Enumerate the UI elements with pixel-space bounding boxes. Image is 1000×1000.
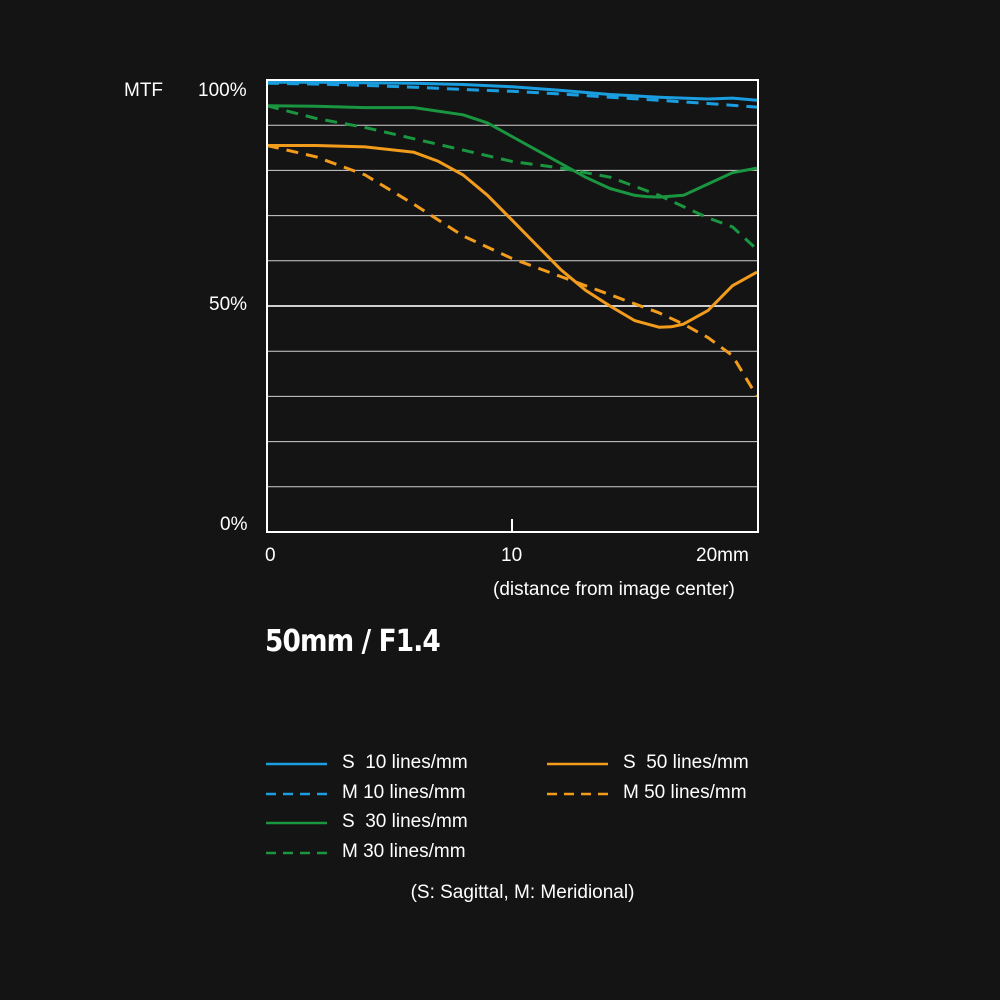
legend-item-m50: M 50 lines/mm	[547, 782, 777, 812]
series-line-3	[266, 104, 759, 251]
legend-column-left: S 10 lines/mm M 10 lines/mm S 30 lines/m…	[266, 752, 496, 870]
legend-swatch-s10	[266, 762, 327, 766]
legend-label-s30: S 30 lines/mm	[342, 811, 468, 832]
series-line-5	[266, 144, 759, 398]
series-line-4	[267, 144, 758, 329]
x-tick-label-10: 10	[501, 545, 523, 566]
y-tick-label-100: 100%	[198, 80, 247, 101]
x-tick-label-0: 0	[265, 545, 276, 566]
series-line-1	[266, 81, 758, 109]
legend-swatch-m50	[547, 792, 608, 795]
x-axis-label: (distance from image center)	[493, 579, 735, 600]
legend-swatch-m10	[266, 792, 327, 795]
legend-swatch-s50	[547, 762, 608, 766]
legend-swatch-s30	[266, 821, 327, 825]
legend-item-s10: S 10 lines/mm	[266, 752, 496, 782]
series-line-0	[267, 80, 758, 102]
legend-item-s50: S 50 lines/mm	[547, 752, 777, 782]
legend-label-m30: M 30 lines/mm	[342, 840, 466, 862]
legend-column-right: S 50 lines/mm M 50 lines/mm	[547, 752, 777, 811]
legend-label-s10: S 10 lines/mm	[342, 752, 468, 773]
y-tick-label-0: 0%	[220, 514, 248, 535]
y-axis-label: MTF	[124, 80, 164, 101]
x-tick-label-20: 20mm	[696, 545, 749, 566]
chart-title: 50mm / F1.4	[265, 624, 441, 659]
legend-item-m10: M 10 lines/mm	[266, 782, 496, 812]
legend-item-s30: S 30 lines/mm	[266, 811, 496, 841]
legend-label-m50: M 50 lines/mm	[623, 781, 747, 803]
legend-note: (S: Sagittal, M: Meridional)	[410, 882, 635, 903]
legend-label-s50: S 50 lines/mm	[623, 752, 749, 773]
series-line-2	[266, 104, 758, 199]
legend-item-m30: M 30 lines/mm	[266, 841, 496, 871]
y-tick-label-50: 50%	[209, 294, 248, 315]
mtf-chart	[266, 79, 759, 533]
legend-swatch-m30	[266, 851, 327, 854]
legend-label-m10: M 10 lines/mm	[342, 781, 466, 803]
